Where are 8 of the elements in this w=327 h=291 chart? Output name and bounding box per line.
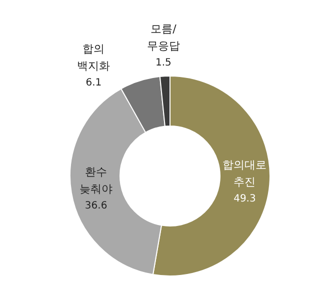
data-label: 36.6: [84, 199, 108, 214]
data-label: 1.5: [154, 56, 172, 71]
data-label: 6.1: [84, 76, 103, 90]
slice-label: 모름/무응답: [146, 22, 180, 55]
slice-label: 합의 백지화: [77, 41, 110, 74]
slice-label: 합의대로 추진: [222, 158, 267, 191]
slice-label: 환수 늦춰야: [80, 164, 113, 198]
data-label: 49.3: [232, 192, 257, 207]
